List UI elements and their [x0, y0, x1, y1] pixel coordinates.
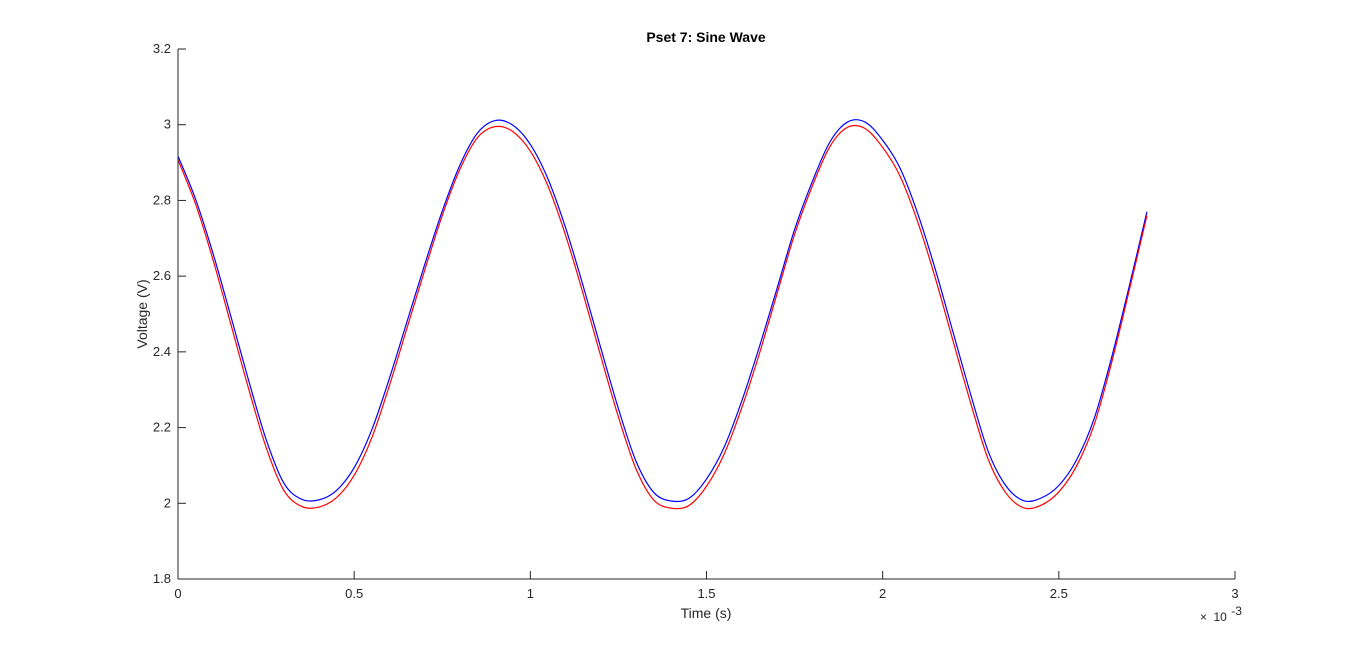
y-tick-label: 1.8	[153, 571, 171, 586]
x-exponent-multiplier: ×	[1200, 610, 1207, 624]
axes	[177, 49, 1235, 580]
series-line-2	[177, 124, 1148, 510]
y-tick-label: 2	[164, 495, 171, 510]
y-tick-label: 2.4	[153, 344, 171, 359]
x-axis-exponent: × 10 -3	[1200, 604, 1242, 625]
y-axis-label: Voltage (V)	[134, 279, 150, 348]
y-tick-label: 2.6	[153, 268, 171, 283]
x-tick-label: 1.5	[697, 586, 715, 601]
x-exponent-power: -3	[1231, 604, 1242, 618]
series-line-1	[177, 119, 1148, 503]
y-tick-label: 3.2	[153, 41, 171, 56]
x-tick-label: 3	[1231, 586, 1238, 601]
x-axis-label: Time (s)	[681, 605, 732, 621]
y-tick-label: 2.2	[153, 420, 171, 435]
plot-lines	[177, 119, 1148, 510]
x-ticks: 0 0.5 1 1.5 2 2.5 3	[174, 571, 1239, 601]
y-tick-label: 3	[164, 117, 171, 132]
x-tick-label: 1	[527, 586, 534, 601]
x-tick-label: 2	[879, 586, 886, 601]
chart-title: Pset 7: Sine Wave	[646, 29, 766, 45]
x-tick-label: 2.5	[1050, 586, 1068, 601]
y-ticks: 1.8 2 2.2 2.4 2.6 2.8 3 3.2	[153, 41, 186, 586]
x-tick-label: 0.5	[345, 586, 363, 601]
y-tick-label: 2.8	[153, 192, 171, 207]
x-exponent-base: 10	[1213, 610, 1227, 624]
x-tick-label: 0	[174, 586, 181, 601]
